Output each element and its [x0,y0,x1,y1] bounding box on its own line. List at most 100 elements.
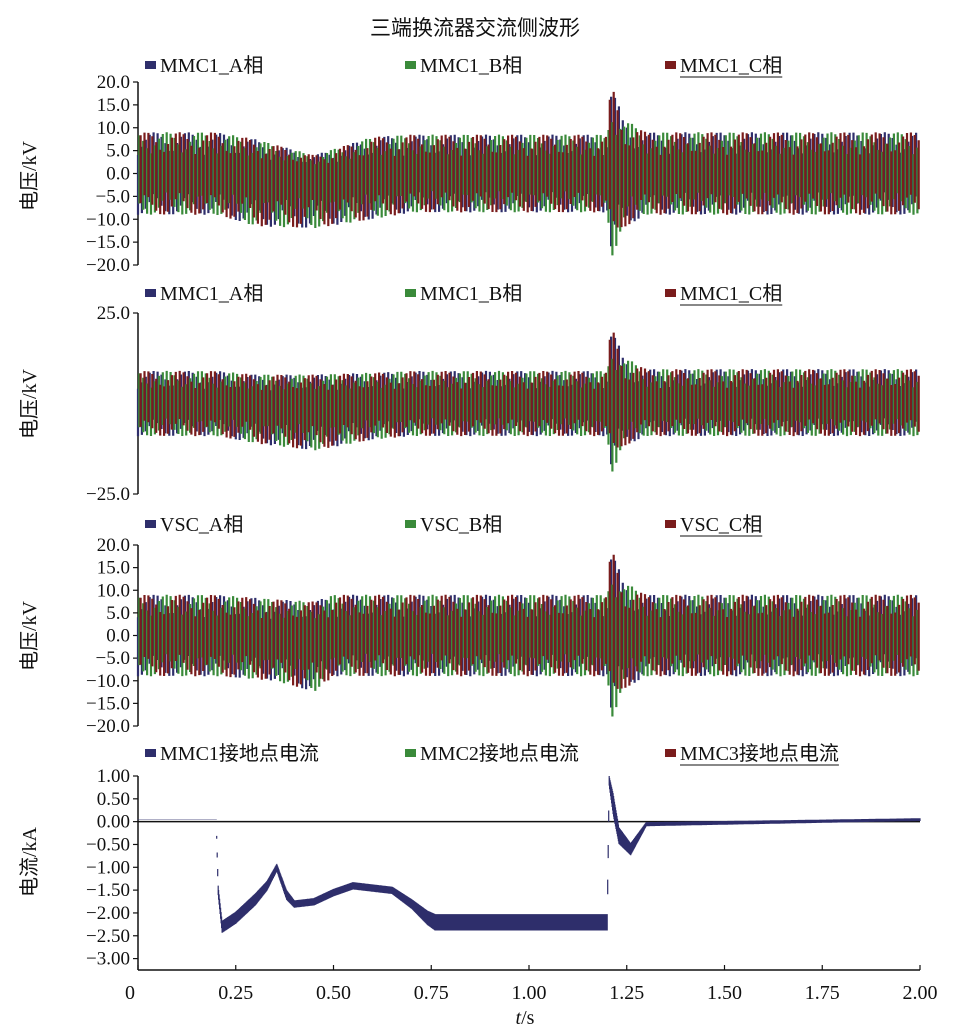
y-tick-label: 0.0 [106,164,130,185]
series-2 [138,584,919,717]
x-axis-label: t/s [516,1007,535,1029]
y-tick-label: −3.00 [86,949,130,970]
legend-swatch [405,749,416,757]
x-tick-label: 1.50 [707,982,742,1004]
y-tick-label: −10.0 [86,671,130,692]
series-3 [139,91,920,228]
legend-entry: MMC1_C相 [665,54,783,78]
panel-4: 1.000.500.00−0.50−1.00−1.50−2.00−2.50−3.… [18,742,938,1029]
x-tick-label: 0.75 [414,982,449,1004]
legend-entry: MMC1接地点电流 [145,742,319,765]
y-tick-label: −5.0 [96,186,130,207]
series-1 [136,336,918,465]
y-tick-label: −20.0 [86,255,130,276]
y-tick-label: −10.0 [86,209,130,230]
legend-label: VSC_B相 [420,513,502,536]
y-tick-label: 5.0 [106,141,130,162]
legend-swatch [665,749,676,757]
y-tick-label: 15.0 [97,558,130,579]
legend-entry: VSC_A相 [145,513,243,536]
legend-entry: MMC1_B相 [405,282,522,305]
legend-entry: MMC2接地点电流 [405,742,579,765]
y-tick-label: 0.0 [106,626,130,647]
y-tick-label: −2.00 [86,903,130,924]
y-tick-label: −20.0 [86,716,130,737]
panel-1: 20.015.010.05.00.0−5.0−10.0−15.0−20.0 电压/… [18,54,920,276]
y-tick-label: 25.0 [97,303,130,324]
y-tick-label: 20.0 [97,72,130,93]
y-tick-label: −2.50 [86,926,130,947]
legend-entry: VSC_B相 [405,513,502,536]
legend-swatch [405,520,416,528]
series-2 [138,122,919,256]
y-tick-label: −25.0 [86,484,130,505]
series-line [136,96,918,247]
series-2 [138,358,919,472]
y-tick-label: 15.0 [97,95,130,116]
series-1 [137,776,921,933]
x-tick-label: 1.00 [512,982,547,1004]
legend-label: MMC1接地点电流 [160,742,319,765]
y-tick-label: 0.50 [97,789,130,810]
legend-label: MMC1_B相 [420,282,522,305]
legend-entry: MMC1_A相 [145,282,263,305]
series-line [136,336,918,465]
series-line [138,358,919,472]
legend-swatch [145,289,156,297]
legend-swatch [145,520,156,528]
series-line [138,122,919,256]
series-1 [136,559,918,708]
legend-label: MMC1_C相 [680,54,782,77]
x-tick-label: 0 [125,982,135,1004]
chart-title: 三端换流器交流侧波形 [370,16,580,40]
y-tick-label: −15.0 [86,232,130,253]
y-axis-label: 电压/kV [18,140,41,211]
series-line [137,776,921,933]
series-line [139,91,920,228]
y-axis-label: 电压/kV [18,600,41,671]
series-3 [139,332,920,449]
legend-entry: MMC3接地点电流 [665,742,839,766]
legend-entry: VSC_C相 [665,513,763,537]
panel-2: 25.0 −25.0 电压/kV MMC1_A相 MMC1_B相 MMC1_C相 [18,282,920,505]
y-tick-label: −15.0 [86,693,130,714]
series-line [138,584,919,717]
x-tick-label: 1.75 [805,982,840,1004]
legend-swatch [665,520,676,528]
y-tick-label: 10.0 [97,118,130,139]
legend-entry: MMC1_C相 [665,282,783,306]
legend-label: MMC1_A相 [160,282,263,305]
series-line [139,332,920,449]
legend-label: MMC1_C相 [680,282,782,305]
y-tick-label: −1.50 [86,880,130,901]
panels: 20.015.010.05.00.0−5.0−10.0−15.0−20.0电压/… [18,54,938,1029]
legend-swatch [405,61,416,69]
legend-swatch [145,61,156,69]
y-tick-label: 20.0 [97,535,130,556]
series-line [139,554,920,689]
x-tick-label: 2.00 [903,982,938,1004]
y-tick-label: 1.00 [97,766,130,787]
y-axis-label: 电压/kV [18,368,41,439]
legend-entry: MMC1_B相 [405,54,522,77]
series-1 [136,96,918,247]
legend-label: MMC3接地点电流 [680,742,839,765]
y-axis-label: 电流/kA [18,826,41,897]
y-tick-label: −1.00 [86,857,130,878]
legend-swatch [665,61,676,69]
series-line [136,559,918,708]
x-tick-label: 0.25 [218,982,253,1004]
y-tick-label: 5.0 [106,603,130,624]
y-tick-label: 0.00 [97,812,130,833]
y-tick-label: −5.0 [96,648,130,669]
y-tick-label: −0.50 [86,834,130,855]
legend-swatch [145,749,156,757]
series-3 [139,554,920,689]
legend-swatch [405,289,416,297]
legend-label: VSC_A相 [160,513,243,536]
legend-label: MMC1_A相 [160,54,263,77]
legend-label: MMC2接地点电流 [420,742,579,765]
y-tick-label: 10.0 [97,580,130,601]
x-tick-label: 1.25 [609,982,644,1004]
